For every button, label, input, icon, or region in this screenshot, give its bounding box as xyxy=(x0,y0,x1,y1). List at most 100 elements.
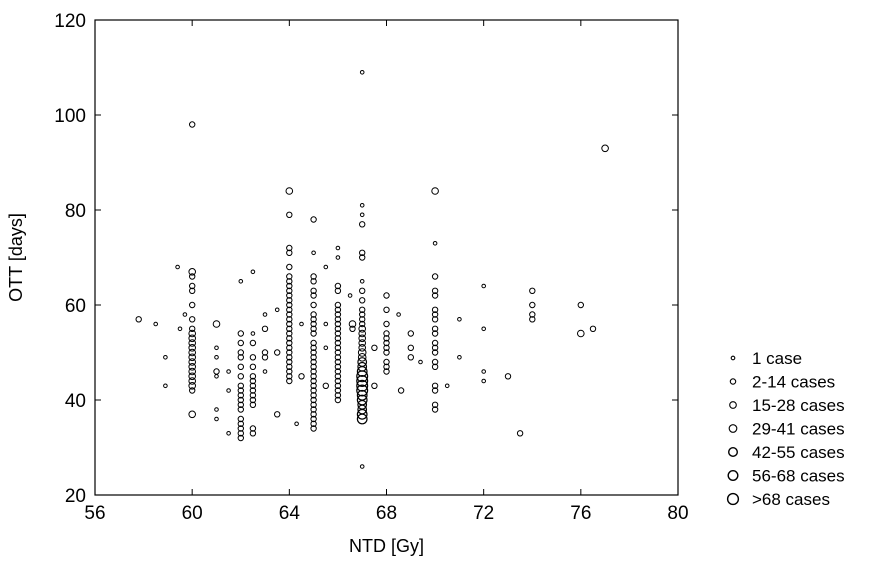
data-point xyxy=(323,264,329,270)
legend-label: 2-14 cases xyxy=(752,373,835,392)
data-point xyxy=(481,283,487,289)
data-point xyxy=(457,355,462,360)
x-axis-label: NTD [Gy] xyxy=(349,536,424,556)
data-point xyxy=(237,434,245,442)
legend-marker xyxy=(728,447,739,458)
data-point xyxy=(286,287,293,294)
data-point xyxy=(529,287,536,294)
data-point xyxy=(237,354,245,361)
data-point xyxy=(310,344,317,351)
data-point xyxy=(286,292,293,299)
data-point xyxy=(188,358,196,366)
data-point xyxy=(431,325,439,332)
data-point xyxy=(431,339,439,347)
data-point xyxy=(188,348,196,357)
data-point xyxy=(163,355,168,360)
data-point xyxy=(188,367,196,376)
data-point xyxy=(431,287,439,294)
data-point xyxy=(261,354,269,361)
data-point xyxy=(431,401,439,408)
data-point xyxy=(214,407,219,412)
size-legend: 1 case 2-14 cases 15-28 cases 29-41 cases 42… xyxy=(726,349,845,509)
data-point xyxy=(348,320,357,328)
data-point xyxy=(334,368,342,375)
data-point xyxy=(188,382,196,390)
data-point xyxy=(188,410,196,419)
data-point xyxy=(359,306,366,313)
data-point xyxy=(237,425,245,432)
data-point xyxy=(577,301,584,309)
data-point xyxy=(188,372,196,381)
data-point xyxy=(359,203,365,208)
data-point xyxy=(359,297,366,304)
x-tick-label: 76 xyxy=(570,503,591,524)
data-point xyxy=(182,312,188,317)
data-point xyxy=(249,396,257,404)
y-tick-label: 100 xyxy=(54,106,86,127)
data-point xyxy=(371,344,378,351)
data-point xyxy=(286,278,293,285)
data-point xyxy=(286,335,293,342)
data-point xyxy=(310,287,317,294)
data-point xyxy=(334,349,342,356)
data-point xyxy=(334,301,342,309)
data-point xyxy=(335,245,341,251)
data-point xyxy=(310,339,317,347)
data-point xyxy=(334,392,342,399)
legend-marker xyxy=(727,470,739,482)
data-point xyxy=(356,384,369,397)
data-point xyxy=(188,344,196,352)
data-point xyxy=(358,339,367,347)
data-point xyxy=(237,373,245,380)
data-point xyxy=(347,293,353,298)
data-point xyxy=(481,369,487,374)
data-point xyxy=(431,349,439,356)
data-point xyxy=(444,383,450,389)
data-point xyxy=(359,279,365,284)
data-point xyxy=(383,363,390,370)
data-point xyxy=(310,325,317,332)
data-point xyxy=(249,401,257,408)
data-point xyxy=(383,358,390,366)
data-point xyxy=(286,263,293,271)
y-tick-label: 20 xyxy=(65,486,86,507)
data-point xyxy=(163,383,168,389)
data-point xyxy=(310,320,317,328)
data-point xyxy=(286,306,293,313)
data-point xyxy=(310,387,317,394)
data-point xyxy=(286,339,293,347)
data-point xyxy=(310,415,317,423)
data-point xyxy=(334,316,342,323)
data-point xyxy=(262,312,268,317)
data-point xyxy=(189,287,196,294)
data-point xyxy=(310,425,317,432)
data-point xyxy=(356,366,368,377)
data-point xyxy=(286,325,293,332)
data-point xyxy=(481,326,487,332)
legend-marker xyxy=(729,401,737,409)
data-point xyxy=(238,279,244,284)
data-point xyxy=(299,321,304,327)
data-point xyxy=(249,373,257,380)
data-point xyxy=(310,278,317,285)
data-point xyxy=(359,221,366,228)
data-point xyxy=(310,401,317,408)
data-point xyxy=(237,430,245,437)
data-point xyxy=(431,316,439,323)
data-point xyxy=(237,382,245,389)
data-point xyxy=(237,415,245,423)
data-point xyxy=(358,344,367,352)
data-point xyxy=(577,329,585,338)
data-point xyxy=(286,373,293,380)
data-point xyxy=(358,334,367,343)
data-point xyxy=(334,373,342,380)
data-point xyxy=(214,345,219,351)
data-point xyxy=(359,320,366,328)
data-point xyxy=(237,330,245,337)
data-point xyxy=(310,396,317,404)
legend-label: 1 case xyxy=(752,349,802,368)
data-point xyxy=(358,325,367,333)
data-point xyxy=(334,320,342,328)
